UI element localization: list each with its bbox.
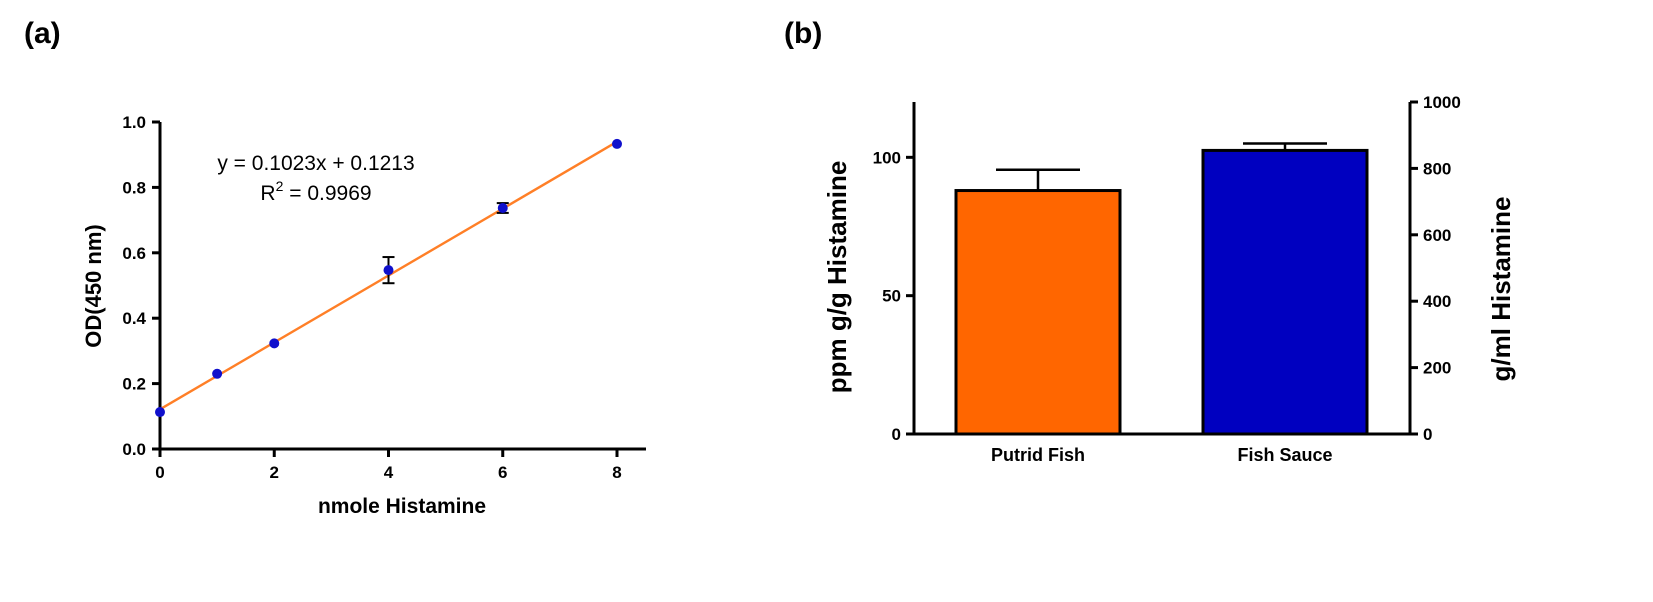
chart-a-y-tick-label: 0.0 — [122, 440, 146, 459]
chart-b-bars — [954, 148, 1369, 436]
chart-b-left-y-label: ppm g/g Histamine — [822, 161, 852, 394]
chart-a-x-tick-label: 6 — [498, 463, 507, 482]
chart-a-y-tick-label: 0.4 — [122, 309, 146, 328]
chart-b-right-tick-label: 200 — [1423, 359, 1451, 378]
chart-a-data-point — [269, 338, 280, 349]
chart-a-y-tick-label: 0.2 — [122, 375, 146, 394]
chart-a-y-tick-label: 1.0 — [122, 113, 146, 132]
panel-label-a: (a) — [24, 17, 61, 50]
chart-b-category-label: Fish Sauce — [1237, 445, 1332, 465]
chart-b-right-tick-label: 1000 — [1423, 93, 1461, 112]
chart-a-r2-sup: 2 — [276, 178, 284, 194]
chart-a-r2-prefix: R — [260, 182, 275, 205]
chart-b-category-labels: Putrid Fish Fish Sauce — [991, 445, 1333, 465]
chart-b-right-tick-label: 400 — [1423, 292, 1451, 311]
chart-a-data-point — [383, 265, 394, 276]
chart-a-data-point — [612, 138, 622, 149]
chart-b-bar — [954, 189, 1122, 436]
chart-b-category-label: Putrid Fish — [991, 445, 1085, 465]
chart-a: 0.0 0.2 0.4 0.6 0.8 1.0 0 2 4 6 8 y = 0.1023x + 0… — [81, 113, 646, 518]
chart-b-right-tick-label: 600 — [1423, 226, 1451, 245]
chart-a-data-point — [497, 203, 508, 214]
chart-b: 0 50 100 0 200 400 600 800 1000 Putrid Fish Fish… — [822, 93, 1516, 465]
chart-b-right-tick-label: 800 — [1423, 159, 1451, 178]
chart-b-right-y-label: g/ml Histamine — [1486, 197, 1516, 382]
chart-b-right-tick-label: 0 — [1423, 425, 1432, 444]
chart-a-equation: y = 0.1023x + 0.1213 — [217, 152, 414, 175]
chart-a-y-label: OD(450 nm) — [81, 224, 106, 347]
chart-a-points — [155, 138, 622, 418]
chart-a-x-tick-label: 8 — [612, 463, 621, 482]
chart-b-left-tick-label: 0 — [892, 425, 901, 444]
chart-a-y-tick-label: 0.6 — [122, 244, 146, 263]
chart-b-left-tick-label: 50 — [882, 287, 901, 306]
panel-label-b: (b) — [784, 17, 822, 50]
chart-b-right-ticks: 0 200 400 600 800 1000 — [1410, 93, 1461, 444]
chart-a-x-tick-label: 4 — [384, 463, 394, 482]
chart-b-left-ticks: 0 50 100 — [873, 148, 914, 444]
chart-a-data-point — [155, 407, 165, 418]
chart-a-data-point — [212, 368, 223, 379]
chart-a-y-ticks: 0.0 0.2 0.4 0.6 0.8 1.0 — [122, 113, 160, 459]
chart-b-left-tick-label: 100 — [873, 148, 901, 167]
chart-a-x-ticks: 0 2 4 6 8 — [155, 449, 622, 482]
chart-b-error-bars — [996, 142, 1327, 191]
chart-a-x-label: nmole Histamine — [318, 495, 486, 518]
chart-b-bar — [1201, 148, 1369, 436]
chart-a-y-tick-label: 0.8 — [122, 178, 146, 197]
chart-a-x-tick-label: 0 — [155, 463, 164, 482]
chart-a-r2: R2 = 0.9969 — [260, 178, 371, 205]
chart-a-r2-value: = 0.9969 — [283, 182, 371, 205]
chart-a-x-tick-label: 2 — [270, 463, 279, 482]
